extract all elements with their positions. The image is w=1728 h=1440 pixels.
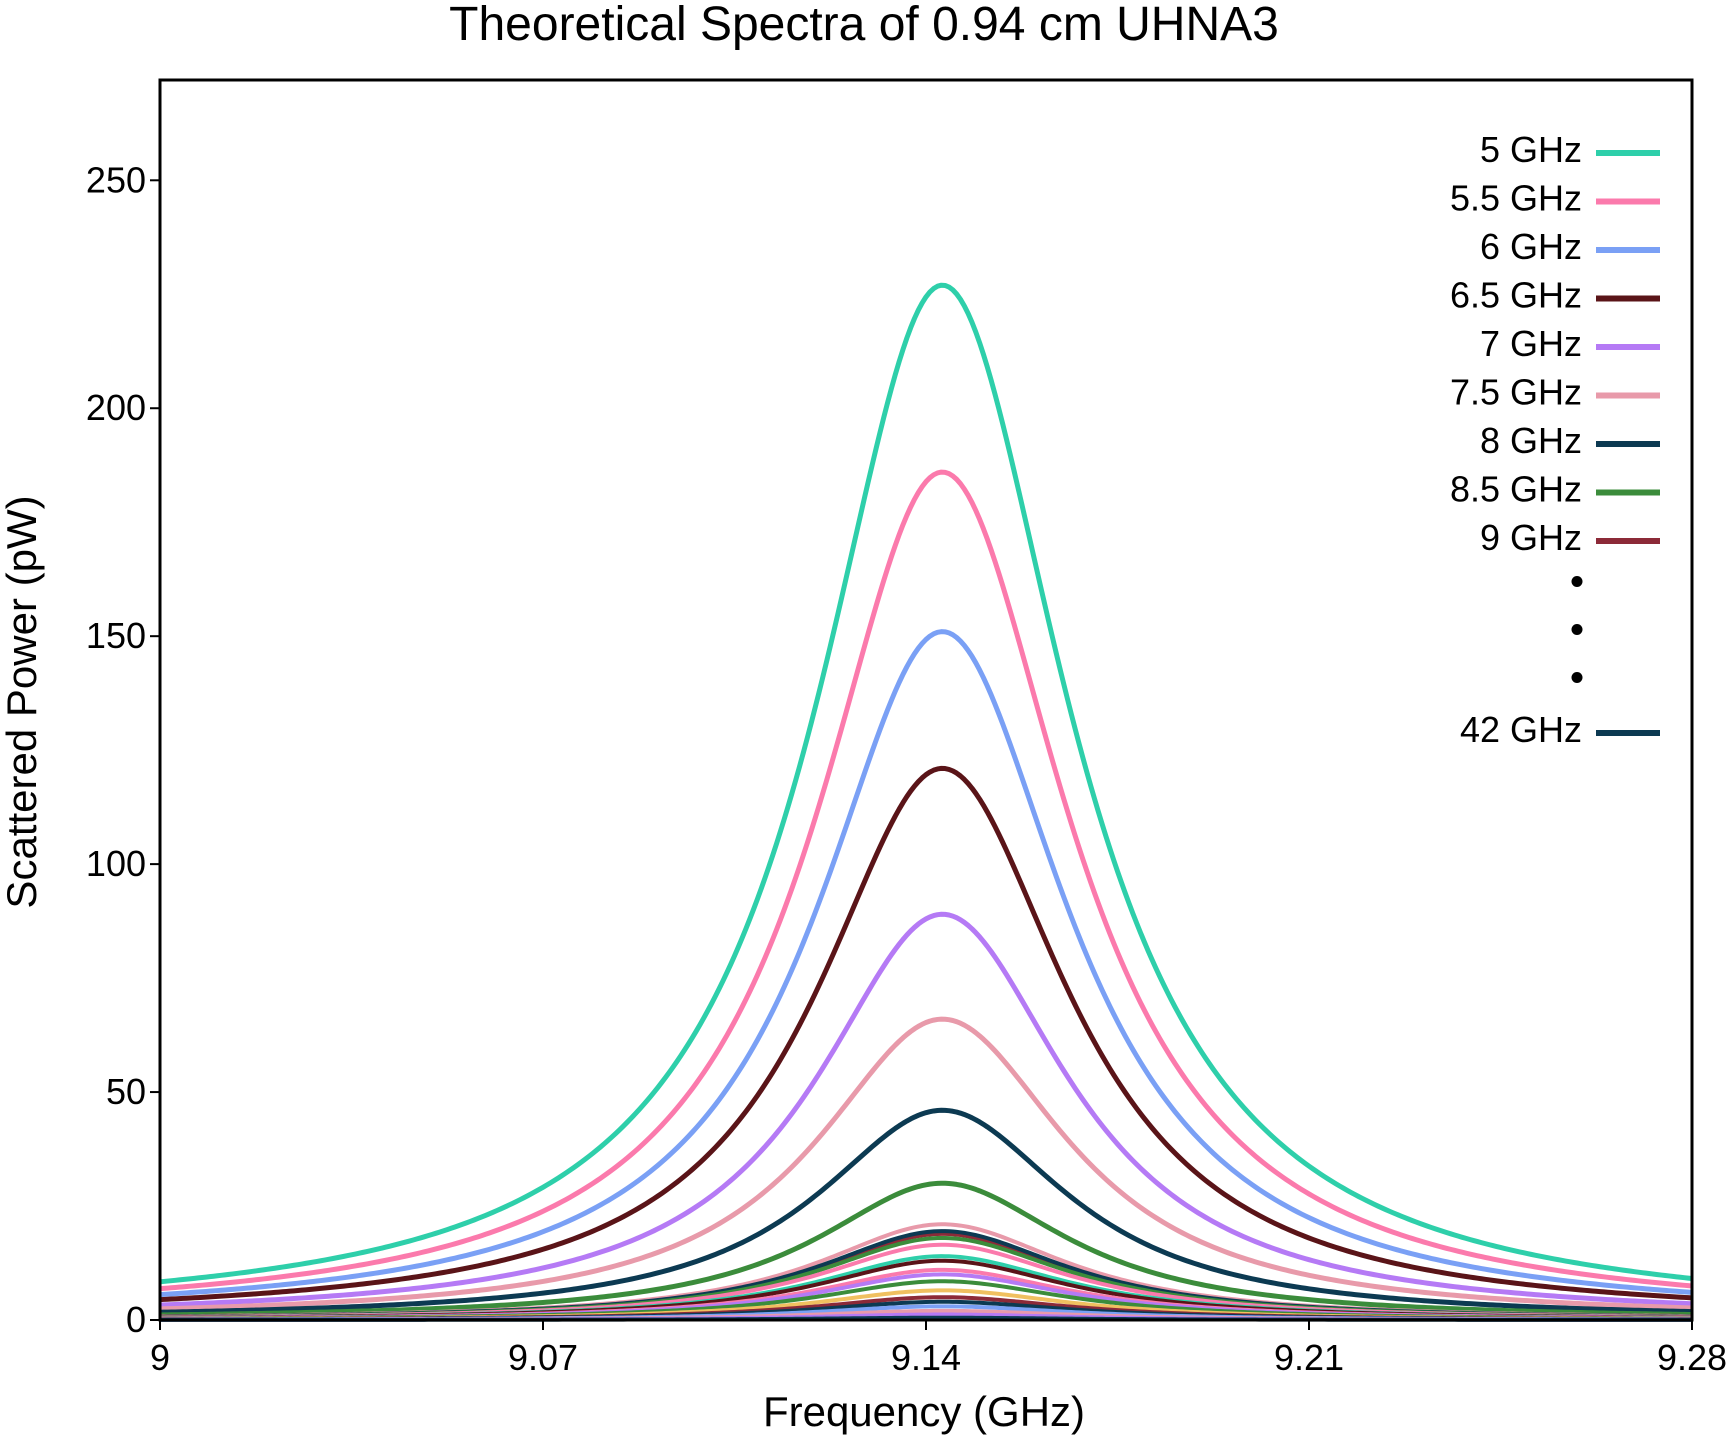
legend-label: 7.5 GHz <box>1450 372 1582 413</box>
y-axis-label: Scattered Power (pW) <box>0 495 45 908</box>
x-tick-label: 9.28 <box>1657 1337 1727 1378</box>
x-tick-label: 9 <box>150 1337 170 1378</box>
series-line-2 <box>159 469 1693 1292</box>
legend-label: 8 GHz <box>1480 420 1582 461</box>
series-line-5 <box>159 911 1693 1308</box>
legend-ellipsis-dot <box>1571 624 1583 635</box>
chart-title: Theoretical Spectra of 0.94 cm UHNA3 <box>449 0 1279 51</box>
y-tick-label: 250 <box>86 159 146 200</box>
series-line-1 <box>159 282 1693 1285</box>
y-tick-label: 100 <box>86 843 146 884</box>
y-tick-label: 50 <box>106 1071 146 1112</box>
y-tick-label: 0 <box>126 1299 146 1340</box>
series-group <box>159 282 1693 1322</box>
x-tick-label: 9.21 <box>1274 1337 1344 1378</box>
legend-label: 5.5 GHz <box>1450 178 1582 219</box>
series-line-3 <box>159 629 1693 1298</box>
legend-label: 9 GHz <box>1480 517 1582 558</box>
legend-label: 42 GHz <box>1460 709 1582 750</box>
series-line-4 <box>159 765 1693 1303</box>
legend-ellipsis-dot <box>1571 672 1583 683</box>
plot-frame <box>158 78 1694 1322</box>
legend-label: 6 GHz <box>1480 226 1582 267</box>
series-line-7 <box>159 1107 1693 1315</box>
legend-label: 8.5 GHz <box>1450 469 1582 510</box>
legend: 5 GHz 5.5 GHz 6 GHz 6.5 GHz 7 GHz 7.5 GHz 8 GH… <box>1450 129 1660 750</box>
x-axis: 9 9.07 9.14 9.21 9.28 <box>150 1320 1727 1378</box>
y-tick-label: 200 <box>86 387 146 428</box>
plot-area <box>158 78 1694 1322</box>
legend-label: 5 GHz <box>1480 129 1582 170</box>
y-tick-label: 150 <box>86 615 146 656</box>
series-line-8 <box>159 1180 1693 1318</box>
legend-label: 6.5 GHz <box>1450 275 1582 316</box>
x-tick-label: 9.07 <box>508 1337 578 1378</box>
series-line-6 <box>159 1016 1693 1312</box>
legend-label: 7 GHz <box>1480 323 1582 364</box>
y-axis: 0 50 100 150 200 250 <box>86 159 160 1340</box>
x-tick-label: 9.14 <box>891 1337 961 1378</box>
legend-ellipsis-dot <box>1571 576 1583 587</box>
x-axis-label: Frequency (GHz) <box>763 1388 1085 1435</box>
